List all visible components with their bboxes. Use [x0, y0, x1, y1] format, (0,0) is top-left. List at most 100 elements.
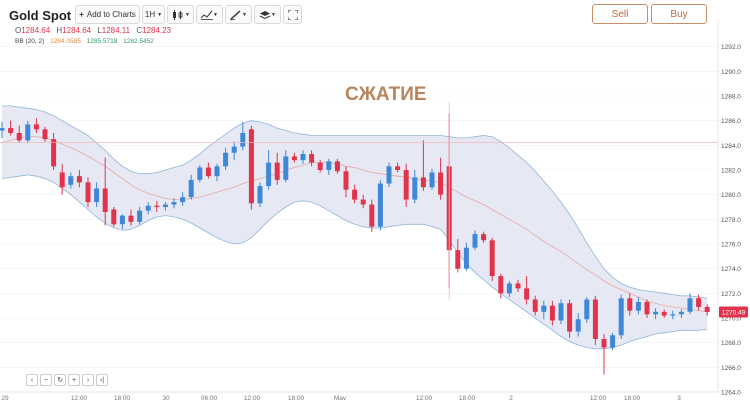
candle-bullish: [584, 297, 590, 323]
candle-body: [678, 311, 684, 315]
high-label: H: [56, 26, 63, 35]
candle-body: [532, 299, 538, 312]
candle-bearish: [420, 140, 426, 191]
bollinger-middle-value: 1284.0585: [50, 38, 81, 45]
scroll-left-button[interactable]: ‹: [26, 374, 38, 386]
timeframe-select[interactable]: 1H ▼: [142, 5, 165, 24]
candle-body: [0, 128, 5, 131]
plus-icon: +: [79, 10, 84, 19]
candle-bullish: [653, 308, 659, 320]
scroll-right-button[interactable]: ›: [82, 374, 94, 386]
candle-bearish: [360, 194, 366, 209]
price-tick-label: 1266.0: [721, 365, 741, 372]
candle-bearish: [343, 166, 349, 198]
candle-body: [326, 161, 332, 170]
candle-bullish: [266, 150, 272, 190]
price-tick-label: 1264.0: [721, 390, 741, 397]
candle-bullish: [506, 281, 512, 298]
candle-bearish: [515, 279, 521, 293]
candle-bullish: [0, 121, 5, 138]
candle-body: [567, 303, 573, 332]
candle-bullish: [618, 294, 624, 339]
candle-body: [403, 170, 409, 200]
candle-bullish: [463, 242, 469, 272]
candle-bullish: [687, 293, 693, 315]
time-axis[interactable]: 29 12:00 18:00 30 06:00 12:00 18:00 May 12:00 18:…: [0, 391, 718, 400]
candle-bullish: [137, 207, 143, 225]
candle-body: [343, 171, 349, 190]
candle-bearish: [549, 300, 555, 326]
candle-body: [429, 172, 435, 188]
time-tick-label: May: [334, 395, 347, 400]
candle-bullish: [386, 162, 392, 188]
candle-body: [145, 205, 151, 211]
chevron-down-icon: ▼: [157, 11, 163, 18]
chevron-down-icon: ▼: [271, 11, 276, 18]
candle-bearish: [154, 200, 160, 212]
chevron-down-icon: ▼: [242, 11, 247, 18]
sell-button[interactable]: Sell: [592, 4, 648, 24]
time-tick-label: 3: [677, 395, 681, 400]
fullscreen-icon: [287, 9, 298, 20]
symbol-title: Gold Spot: [9, 8, 72, 23]
candle-body: [162, 204, 168, 207]
open-label: O: [15, 26, 22, 35]
reset-zoom-button[interactable]: ↻: [54, 374, 66, 386]
candle-bullish: [240, 121, 246, 151]
price-tick-label: 1272.0: [721, 291, 741, 298]
candle-body: [670, 314, 676, 316]
time-tick-label: 18:00: [114, 395, 131, 400]
candle-bullish: [25, 120, 31, 143]
candle-body: [506, 283, 512, 294]
candle-body: [51, 139, 57, 167]
layers-button[interactable]: ▼: [254, 5, 281, 24]
candle-body: [33, 124, 39, 130]
candle-bullish: [283, 150, 289, 183]
bollinger-legend[interactable]: BB (20, 2) 1284.0585 1285.5718 1282.5452: [15, 38, 158, 45]
current-price-tag: 1270.49: [719, 306, 748, 318]
candlestick-type-icon: [173, 9, 183, 20]
candle-bullish: [670, 310, 676, 320]
price-axis[interactable]: 1264.0 1266.0 1268.0 1270.0 1272.0 1274.0 1276…: [717, 22, 741, 397]
candle-bearish: [33, 118, 39, 133]
candle-body: [644, 301, 650, 315]
candle-bearish: [352, 184, 358, 204]
candle-body: [119, 215, 125, 225]
buy-button[interactable]: Buy: [651, 4, 707, 24]
price-tick-label: 1278.0: [721, 217, 741, 224]
candle-body: [197, 167, 203, 180]
candle-body: [575, 319, 581, 332]
candle-bearish: [248, 125, 254, 210]
candlestick-type-button[interactable]: ▼: [167, 5, 194, 24]
zoom-out-button[interactable]: −: [40, 374, 52, 386]
indicators-button[interactable]: ▼: [196, 5, 223, 24]
candle-body: [420, 177, 426, 188]
candle-body: [601, 338, 607, 348]
candle-body: [352, 189, 358, 200]
layers-icon: [259, 10, 271, 19]
time-tick-label: 12:00: [416, 395, 433, 400]
candle-body: [283, 156, 289, 180]
candle-bearish: [128, 209, 134, 226]
zoom-in-button[interactable]: +: [68, 374, 80, 386]
candle-bearish: [76, 170, 82, 188]
drawing-tools-button[interactable]: ▼: [225, 5, 252, 24]
candle-bullish: [180, 192, 186, 206]
candle-bullish: [472, 230, 478, 251]
candle-body: [137, 210, 143, 222]
scroll-to-latest-button[interactable]: ›|: [96, 374, 108, 386]
price-tick-label: 1284.0: [721, 143, 741, 150]
candle-body: [240, 133, 246, 147]
candle-bearish: [317, 160, 323, 173]
candle-bullish: [412, 170, 418, 204]
candle-bearish: [8, 120, 14, 136]
fullscreen-button[interactable]: [283, 5, 302, 24]
candle-bearish: [102, 157, 108, 226]
add-to-charts-button[interactable]: + Add to Charts: [75, 5, 140, 24]
candle-bearish: [567, 299, 573, 338]
close-label: C: [136, 26, 143, 35]
candle-bearish: [369, 199, 375, 232]
candle-body: [635, 301, 641, 311]
low-value: 1284.11: [101, 26, 131, 35]
